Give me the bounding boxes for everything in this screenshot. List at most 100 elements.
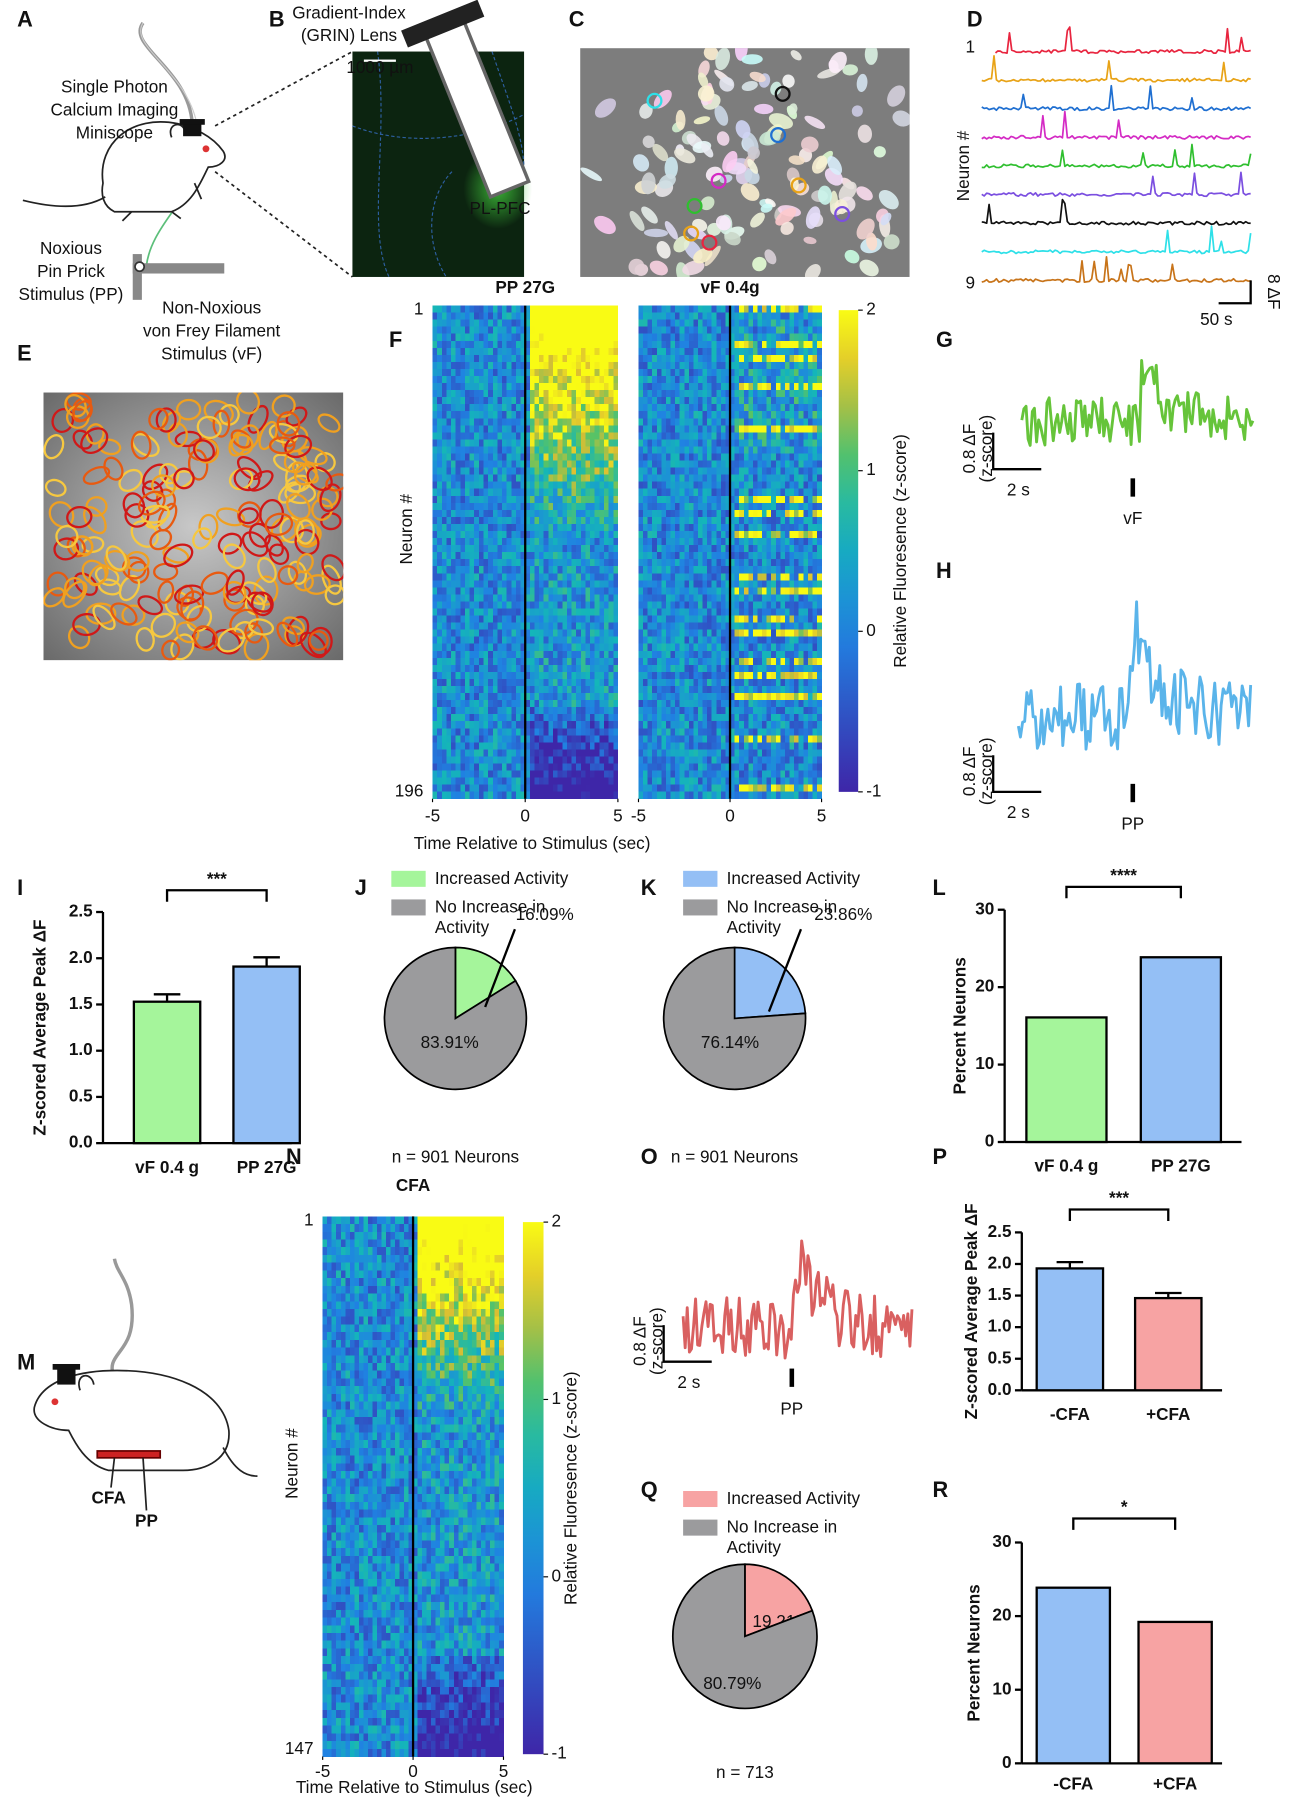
- heatmap-cell: [534, 460, 540, 468]
- heatmap-cell: [812, 559, 818, 567]
- heatmap-cell: [576, 643, 582, 652]
- heatmap-cell: [451, 686, 457, 694]
- heatmap-cell: [566, 700, 572, 708]
- heatmap-cell: [497, 573, 503, 581]
- heatmap-cell: [548, 700, 554, 708]
- heatmap-cell: [766, 488, 772, 497]
- roi-outline: [82, 465, 111, 485]
- heatmap-cell: [702, 312, 708, 321]
- heatmap-cell: [571, 587, 577, 595]
- heatmap-cell: [566, 622, 572, 630]
- heatmap-cell: [647, 566, 653, 574]
- roi-outline: [53, 537, 80, 561]
- heatmap-cell: [734, 594, 740, 602]
- heatmap-cell: [585, 545, 591, 553]
- heatmap-cell: [446, 700, 452, 708]
- heatmap-cell: [529, 791, 535, 800]
- heatmap-cell: [775, 495, 781, 504]
- heatmap-cell: [553, 411, 558, 419]
- heatmap-cell: [502, 622, 508, 630]
- heatmap-cell: [720, 516, 726, 525]
- annotation: Miniscope: [76, 122, 153, 142]
- heatmap-cell: [525, 735, 531, 743]
- heatmap-cell: [497, 784, 503, 793]
- heatmap-cell: [483, 650, 489, 659]
- heatmap-cell: [464, 749, 470, 757]
- heatmap-cell: [446, 538, 452, 546]
- heatmap-cell: [511, 312, 517, 321]
- heatmap-cell: [492, 664, 498, 673]
- heatmap-cell: [594, 601, 600, 609]
- heatmap-cell: [603, 580, 609, 588]
- heatmap-cell: [446, 742, 452, 750]
- heatmap-cell: [506, 573, 512, 581]
- heatmap-cell: [529, 566, 535, 574]
- heatmap-cell: [506, 671, 512, 680]
- heatmap-cell: [511, 481, 517, 490]
- heatmap-cell: [543, 333, 549, 342]
- heatmap-cell: [752, 467, 758, 475]
- heatmap-cell: [594, 664, 600, 673]
- heatmap-cell: [585, 763, 591, 771]
- heatmap-cell: [647, 453, 653, 461]
- heatmap-cell: [812, 411, 818, 419]
- heatmap-cell: [771, 467, 777, 475]
- heatmap-cell: [469, 453, 475, 461]
- heatmap-cell: [562, 643, 568, 652]
- heatmap-cell: [803, 601, 809, 609]
- heatmap-cell: [451, 523, 457, 532]
- heatmap-cell: [647, 538, 653, 546]
- heatmap-cell: [771, 340, 777, 349]
- heatmap-cell: [711, 376, 717, 384]
- heatmap-cell: [478, 693, 484, 701]
- heatmap-cell: [757, 319, 763, 328]
- heatmap-cell: [734, 488, 740, 497]
- roi-outline: [118, 574, 141, 602]
- heatmap-cell: [780, 354, 786, 363]
- heatmap-cell: [807, 368, 813, 377]
- heatmap-cell: [752, 573, 758, 581]
- heatmap-cell: [455, 791, 461, 800]
- heatmap-cell: [539, 700, 545, 708]
- heatmap-cell: [670, 552, 676, 560]
- heatmap-cell: [762, 333, 767, 342]
- heatmap-cell: [539, 587, 545, 595]
- heatmap-cell: [720, 608, 726, 616]
- heatmap-cell: [511, 728, 517, 736]
- heatmap-cell: [656, 474, 662, 483]
- heatmap-cell: [652, 453, 658, 461]
- heatmap-cell: [608, 664, 614, 673]
- heatmap-cell: [474, 481, 480, 490]
- heatmap-cell: [460, 742, 466, 750]
- heatmap-cell: [748, 340, 754, 349]
- heatmap-cell: [515, 615, 521, 623]
- heatmap-cell: [594, 686, 600, 694]
- heatmap-cell: [590, 636, 596, 645]
- heatmap-cell: [529, 502, 535, 511]
- heatmap-cell: [571, 622, 577, 630]
- heatmap-cell: [748, 566, 754, 574]
- heatmap-cell: [697, 326, 703, 335]
- heatmap-cell: [688, 587, 694, 595]
- heatmap-cell: [725, 425, 731, 433]
- roi-outline: [137, 595, 164, 616]
- heatmap-cell: [711, 601, 717, 609]
- heatmap-cell: [688, 347, 694, 356]
- heatmap-cell: [441, 361, 447, 370]
- heatmap-cell: [702, 608, 708, 616]
- heatmap-cell: [599, 376, 605, 384]
- heatmap-cell: [789, 538, 795, 546]
- heatmap-cell: [693, 552, 699, 560]
- heatmap-cell: [474, 573, 480, 581]
- heatmap-cell: [789, 333, 795, 342]
- panel-letter: N: [286, 1144, 302, 1169]
- heatmap-cell: [702, 531, 708, 539]
- heatmap-cell: [455, 390, 461, 398]
- heatmap-cell: [543, 728, 549, 736]
- heatmap-cell: [441, 516, 447, 525]
- heatmap-cell: [553, 523, 558, 532]
- cell-body: [857, 124, 872, 143]
- heatmap-cell: [734, 319, 740, 328]
- heatmap-cell: [566, 587, 572, 595]
- heatmap-cell: [599, 714, 605, 722]
